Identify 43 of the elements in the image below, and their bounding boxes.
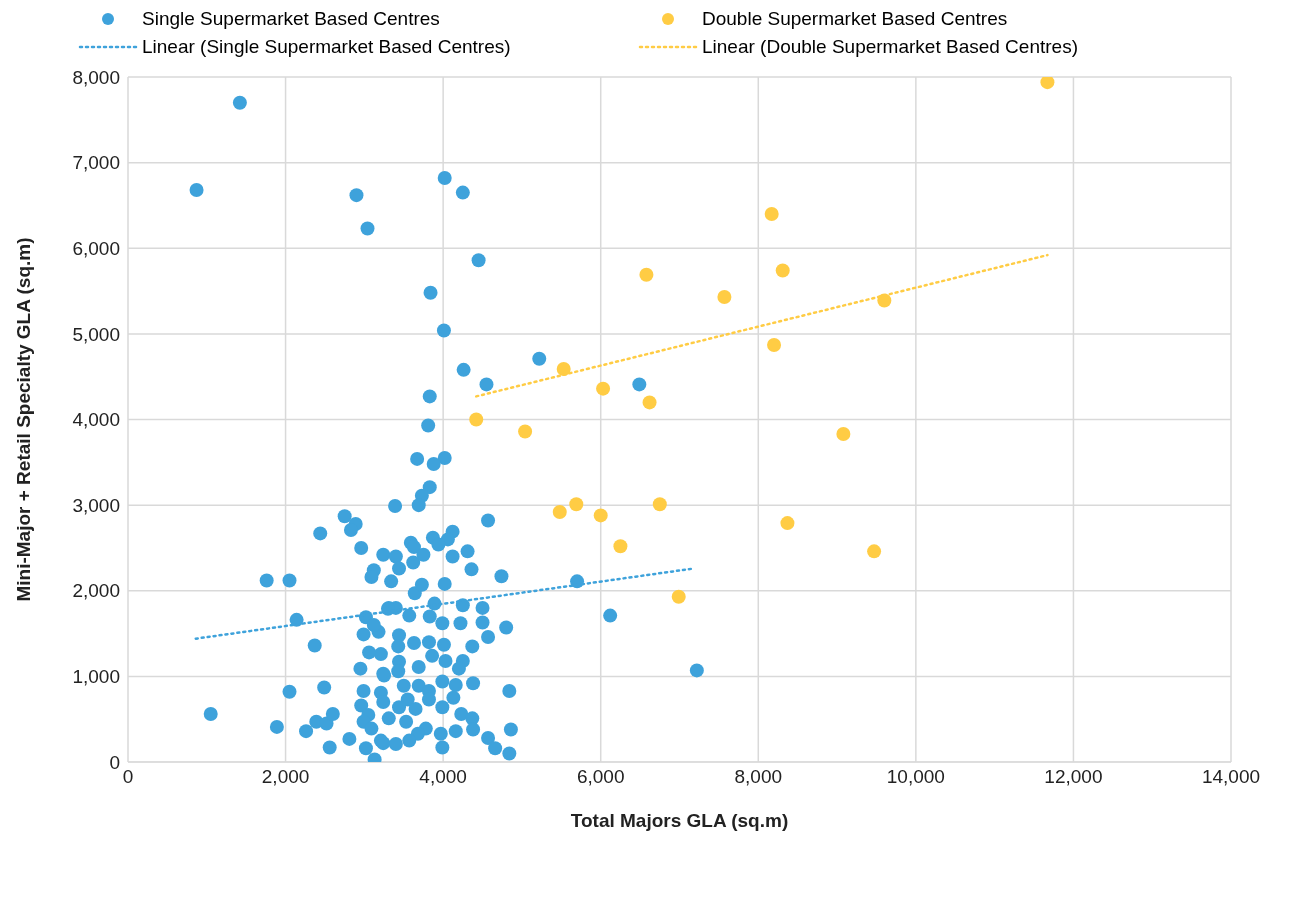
y-tick-label: 0 [109,751,120,773]
x-tick-label: 14,000 [1201,766,1261,788]
point [1040,77,1055,90]
point [671,589,686,604]
legend-label: Linear (Double Supermarket Based Centres) [702,36,1078,58]
point [596,381,611,396]
legend-label: Linear (Single Supermarket Based Centres) [142,36,511,58]
x-tick-label: 6,000 [576,766,625,788]
y-tick-label: 8,000 [72,66,120,88]
x-tick-label: 8,000 [734,766,783,788]
x-tick-label: 12,000 [1044,766,1103,788]
y-tick-label: 6,000 [72,237,120,259]
point [518,424,533,439]
point [717,290,732,305]
point [867,544,882,559]
point [552,504,567,519]
x-tick-label: 10,000 [886,766,945,788]
legend-label: Double Supermarket Based Centres [702,8,1008,30]
point [613,539,628,554]
point [469,412,484,427]
point [780,516,795,531]
point [652,497,667,512]
point [569,497,584,512]
point [764,207,779,221]
y-tick-label: 5,000 [72,323,120,345]
x-tick-label: 4,000 [419,766,467,788]
x-axis-title: Total Majors GLA (sq.m) [570,810,789,831]
y-tick-label: 1,000 [72,666,120,688]
legend-label: Single Supermarket Based Centres [142,8,440,30]
point [642,395,657,410]
y-tick-label: 7,000 [72,152,120,174]
point [639,267,654,282]
point [767,338,782,353]
point [593,508,608,523]
x-tick-label: 0 [122,766,134,788]
y-tick-label: 4,000 [72,409,120,431]
point [775,263,790,278]
point [556,361,571,376]
y-axis-title: Mini-Major + Retail Specialty GLA (sq.m) [12,237,34,602]
x-tick-label: 2,000 [261,766,310,788]
y-tick-label: 2,000 [72,580,120,602]
point [836,427,851,442]
y-tick-label: 3,000 [72,494,120,516]
